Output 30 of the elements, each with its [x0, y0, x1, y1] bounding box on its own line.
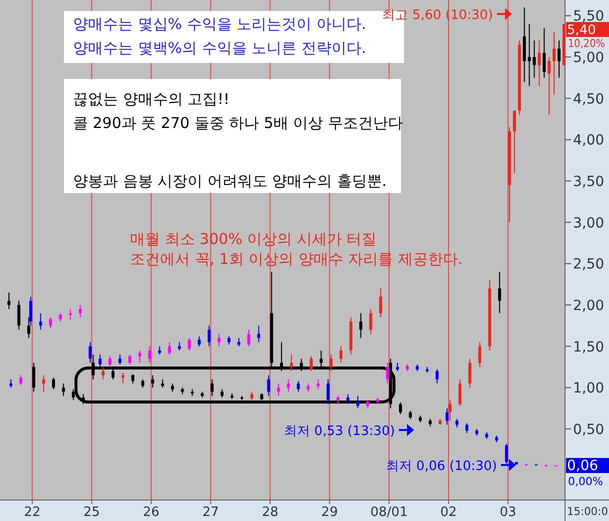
- annotation: 양매수는 몇십% 수익을 노리는것이 아니다.: [73, 15, 366, 33]
- y-tick-label: 3,00: [573, 215, 604, 232]
- y-tick-label: 5,00: [573, 50, 604, 66]
- text: 10,20%: [568, 37, 609, 50]
- x-tick-label: 27: [202, 505, 219, 520]
- y-tick-label: 2,50: [573, 256, 604, 273]
- y-tick-label: 2,00: [573, 298, 604, 314]
- y-tick-label: 4,50: [573, 91, 604, 108]
- text: 15:00:0: [567, 505, 609, 518]
- text: 5,40: [567, 23, 596, 38]
- y-tick-label: 1,00: [573, 380, 604, 397]
- text: 0,06: [567, 458, 598, 474]
- x-tick-label: 29: [321, 505, 338, 520]
- annotation: 콜 290과 풋 270 둘중 하나 5배 이상 무조건난다: [73, 114, 403, 132]
- x-tick-label: 28: [262, 505, 278, 520]
- x-tick-label: 22: [24, 505, 40, 520]
- annotation: 양매수는 몇백%의 수익을 노니른 전략이다.: [73, 39, 366, 57]
- y-tick-label: 3,50: [573, 174, 604, 190]
- x-tick-label: 08/01: [370, 505, 408, 520]
- x-tick-label: 02: [440, 505, 457, 520]
- x-tick-label: 03: [500, 505, 516, 520]
- text: 0,00%: [568, 475, 603, 488]
- x-tick-label: 26: [142, 505, 160, 520]
- x-tick-label: 25: [83, 505, 100, 520]
- y-tick-label: 1,50: [573, 339, 604, 356]
- annotation: 끊없는 양매수의 고집!!: [73, 90, 230, 108]
- y-tick-label: 5,50: [573, 8, 604, 25]
- y-tick-label: 4,00: [573, 132, 604, 149]
- annotation: 양봉과 음봉 시장이 어려워도 양매수의 홀딩뿐.: [73, 172, 387, 190]
- y-tick-label: 0,50: [573, 422, 604, 438]
